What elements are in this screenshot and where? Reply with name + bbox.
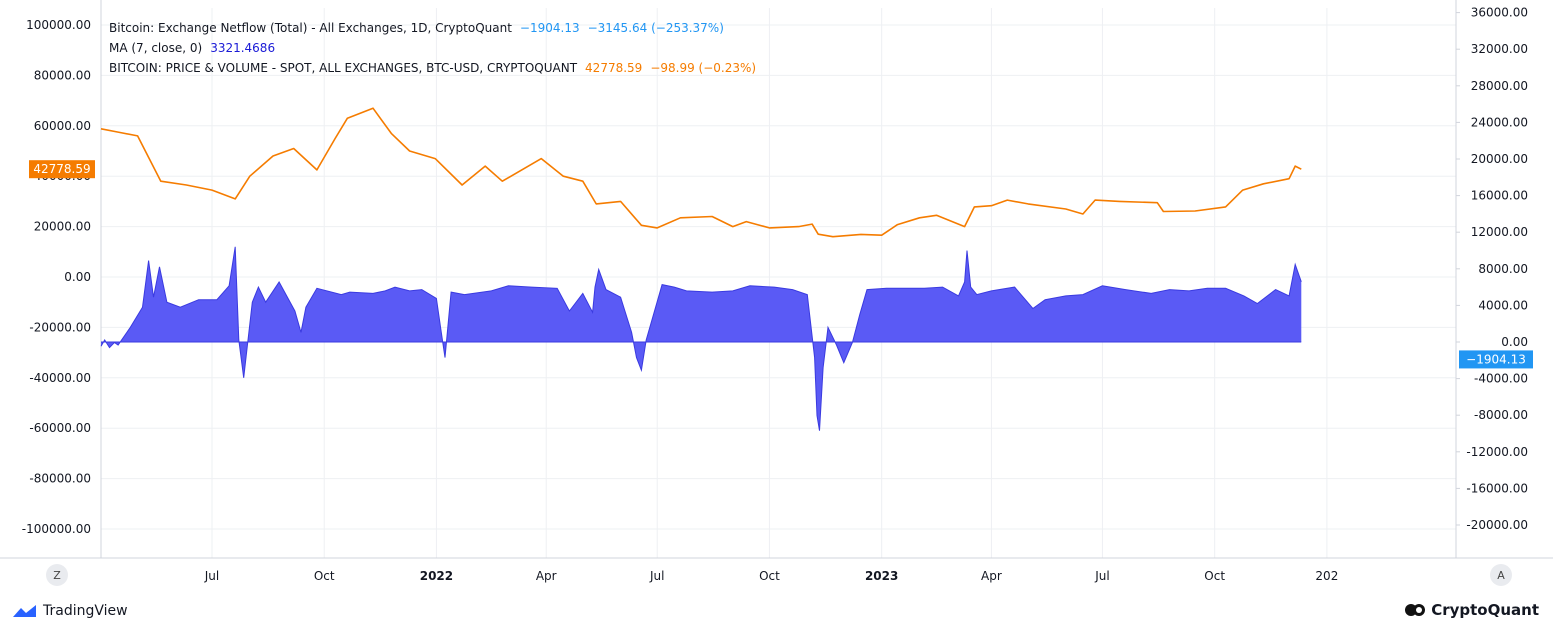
right-axis-tick: 0.00	[1501, 335, 1528, 349]
right-axis-tick: 16000.00	[1471, 189, 1528, 203]
right-axis-tick: 20000.00	[1471, 152, 1528, 166]
netflow-line	[100, 246, 1302, 431]
legend-price-label: BITCOIN: PRICE & VOLUME - SPOT, ALL EXCH…	[109, 61, 578, 75]
netflow-area	[101, 246, 1302, 431]
price-line	[100, 107, 1302, 238]
left-axis-tick: -20000.00	[29, 320, 91, 334]
tradingview-label: TradingView	[43, 603, 128, 619]
netflow-axis-badge-label: −1904.13	[1466, 352, 1526, 366]
x-axis-tick: 202	[1315, 569, 1338, 583]
price-axis-badge-label: 42778.59	[33, 162, 90, 176]
timezone-button[interactable]: Z	[46, 564, 68, 586]
left-axis-tick: -60000.00	[29, 421, 91, 435]
left-axis-tick: -40000.00	[29, 371, 91, 385]
legend-ma-row[interactable]: MA (7, close, 0) 3321.4686	[109, 38, 756, 58]
left-axis-tick: 80000.00	[34, 68, 91, 82]
left-axis-tick: -100000.00	[22, 522, 91, 536]
legend-netflow-change: −3145.64 (−253.37%)	[587, 21, 724, 35]
auto-scale-button[interactable]: A	[1490, 564, 1512, 586]
tradingview-logo[interactable]: TradingView	[12, 603, 128, 619]
right-axis-tick: -12000.00	[1466, 445, 1528, 459]
left-axis-tick: -80000.00	[29, 472, 91, 486]
legend-netflow-row[interactable]: Bitcoin: Exchange Netflow (Total) - All …	[109, 18, 756, 38]
right-axis-tick: -16000.00	[1466, 481, 1528, 495]
cryptoquant-label: CryptoQuant	[1431, 601, 1539, 619]
x-axis-tick: Jul	[1094, 569, 1109, 583]
right-axis-tick: -8000.00	[1474, 408, 1528, 422]
x-axis-tick: 2023	[865, 569, 898, 583]
x-axis-tick: Oct	[759, 569, 780, 583]
cryptoquant-icon	[1405, 604, 1426, 616]
x-axis-tick: Apr	[536, 569, 557, 583]
legend-netflow-label: Bitcoin: Exchange Netflow (Total) - All …	[109, 21, 512, 35]
legend-price-value: 42778.59	[585, 61, 643, 75]
chart-legend: Bitcoin: Exchange Netflow (Total) - All …	[109, 18, 756, 78]
right-axis-tick: 24000.00	[1471, 115, 1528, 129]
right-axis-tick: 4000.00	[1478, 298, 1528, 312]
x-axis-tick: Oct	[314, 569, 335, 583]
netflow-axis-badge	[1459, 350, 1533, 369]
legend-ma-label: MA (7, close, 0)	[109, 41, 203, 55]
right-axis-tick: 32000.00	[1471, 42, 1528, 56]
x-axis-tick: 2022	[420, 569, 453, 583]
right-axis-tick: -20000.00	[1466, 518, 1528, 532]
x-axis-tick: Apr	[981, 569, 1002, 583]
right-axis-tick: 8000.00	[1478, 262, 1528, 276]
left-axis-tick: 0.00	[64, 270, 91, 284]
tradingview-icon	[13, 605, 36, 617]
right-axis-tick: 12000.00	[1471, 225, 1528, 239]
legend-price-change: −98.99 (−0.23%)	[650, 61, 757, 75]
left-axis-tick: 60000.00	[34, 119, 91, 133]
x-axis-tick: Oct	[1204, 569, 1225, 583]
legend-ma-value: 3321.4686	[210, 41, 276, 55]
right-axis-tick: -4000.00	[1474, 372, 1528, 386]
right-axis-tick: 36000.00	[1471, 6, 1528, 20]
legend-netflow-value: −1904.13	[519, 21, 580, 35]
price-axis-badge	[29, 160, 95, 179]
legend-price-row[interactable]: BITCOIN: PRICE & VOLUME - SPOT, ALL EXCH…	[109, 58, 756, 78]
left-axis-tick: 20000.00	[34, 220, 91, 234]
x-axis-tick: Jul	[204, 569, 219, 583]
cryptoquant-logo: CryptoQuant	[1404, 601, 1539, 619]
right-axis-tick: 28000.00	[1471, 79, 1528, 93]
x-axis-tick: Jul	[649, 569, 664, 583]
left-axis-tick: 100000.00	[26, 18, 91, 32]
